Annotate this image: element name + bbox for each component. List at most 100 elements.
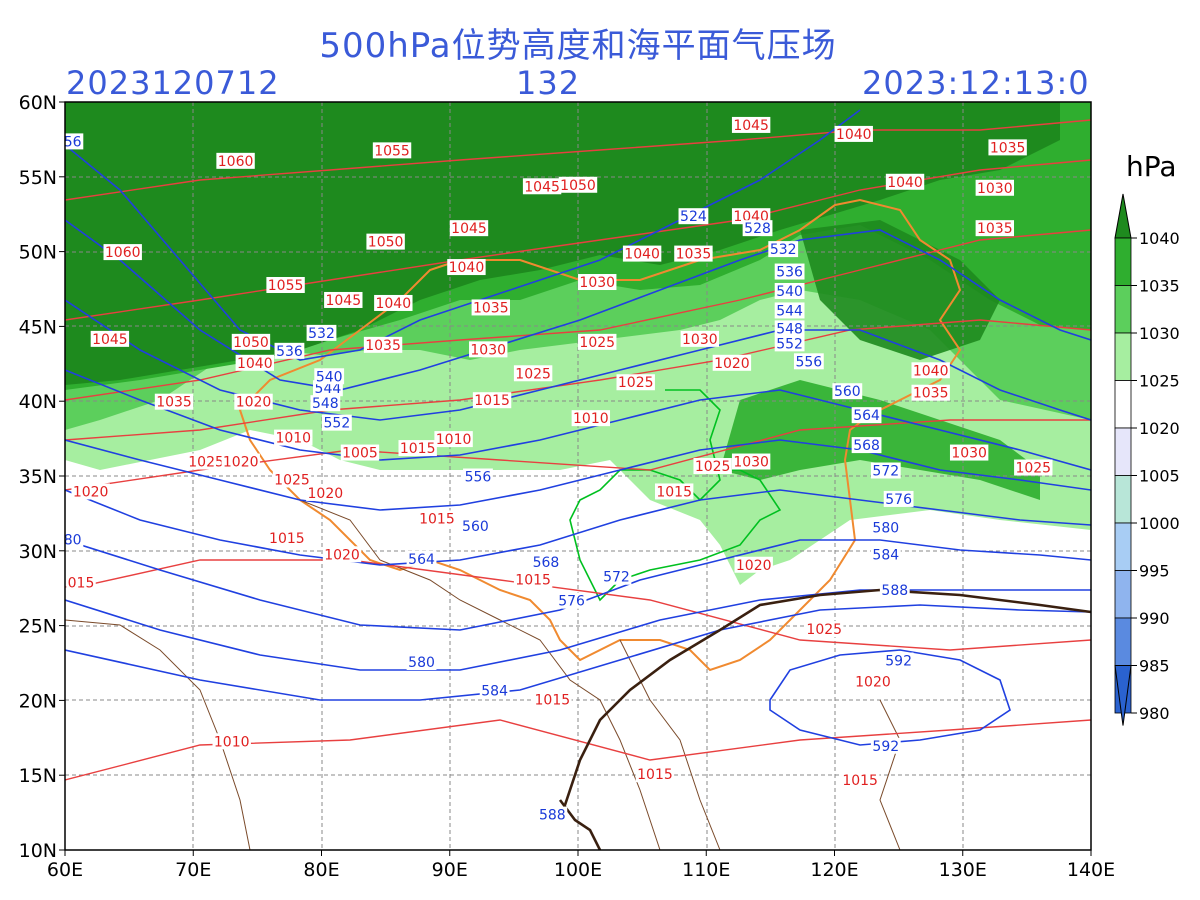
height-contour-label-bg [678,208,709,225]
colorbar-level-label: 985 [1139,657,1170,676]
x-tick-label: 140E [1067,859,1115,881]
slp-contour-label: 1035 [676,247,712,263]
height-contour-label: 532 [308,326,335,342]
height-contour-label-bg [851,437,882,454]
slp-contour-label-bg [274,429,313,446]
slp-contour-label-bg [306,484,345,501]
slp-contour-label-bg [366,233,405,250]
y-tick-label: 45N [19,316,57,338]
x-tick-label: 90E [432,859,468,881]
slp-contour-label: 1005 [342,446,378,462]
slp-contour-label: 1060 [218,154,254,170]
slp-contour-label-bg [216,152,255,169]
slp-contour-label: 1015 [842,773,878,789]
height-contour-label: 552 [324,416,351,432]
slp-contour-label-bg [622,245,662,262]
slp-contour-label: 1035 [977,221,1013,237]
slp-contour-label: 1015 [269,531,305,547]
colorbar-level-label: 1000 [1139,514,1180,533]
slp-contour-label: 1040 [375,296,411,312]
slp-contour-label-bg [231,333,271,350]
slp-contour-label: 1025 [579,335,615,351]
height-contour-label: 580 [872,520,899,536]
slp-contour-label-bg [398,440,437,457]
height-contour-label: 544 [776,303,803,319]
height-contour-label-bg [406,654,437,670]
x-tick-label: 80E [303,859,339,881]
x-tick-label: 110E [682,859,730,881]
slp-contour-label-bg [1014,459,1053,476]
height-contour-label: 584 [481,683,508,699]
slp-contour-label: 1035 [990,140,1026,156]
height-contour-label-bg [537,806,568,823]
height-contour-label: 80 [64,532,82,548]
height-contour-label-bg [556,592,587,609]
height-contour-label-bg [460,517,491,534]
slp-contour-label: 1030 [682,332,718,348]
height-contour-label-bg [306,324,337,341]
height-contour-label-bg [768,241,799,258]
height-contour-label-bg [310,395,341,412]
slp-contour-label-bg [975,179,1015,196]
slp-contour-label-bg [949,444,989,461]
slp-contour-label-bg [805,621,844,638]
slp-contour-label-bg [731,453,771,470]
slp-contour-label-bg [235,354,275,371]
slp-contour-label: 1040 [913,363,949,379]
height-contour-label-bg [65,531,84,548]
slp-contour-label: 1030 [579,275,615,291]
colorbar-swatch [1114,522,1132,571]
height-contour-label-bg [479,682,510,699]
height-contour-label-bg [774,302,805,319]
y-tick-label: 25N [19,616,57,638]
slp-contour-label: 1045 [451,221,487,237]
slp-contour-label-bg [272,471,312,488]
height-contour-label: 544 [315,381,342,397]
slp-contour-label: 1020 [73,484,109,500]
height-contour-label-bg [883,652,914,669]
slp-contour-label: 1035 [913,386,949,402]
slp-contour-label: 1015 [59,576,95,592]
colorbar-level-label: 1025 [1139,372,1180,391]
slp-contour-label: 1045 [325,293,361,309]
colorbar-top-arrow [1114,193,1132,239]
y-tick-label: 20N [19,690,57,712]
pressure-shade-1035 [65,102,1060,385]
slp-contour-label: 1045 [524,179,560,195]
slp-contour-label: 1030 [977,181,1013,197]
height-contour-label-bg [832,383,863,400]
slp-contour-label-bg [71,483,110,500]
colorbar-level-label: 995 [1139,562,1170,581]
colorbar-swatch [1114,237,1132,286]
slp-contour-label: 1020 [308,486,344,502]
height-contour-label: 536 [776,265,803,281]
height-contour-label-bg [879,582,910,599]
height-contour-label-bg [870,462,901,479]
slp-contour-label-bg [616,374,655,391]
slp-contour-label: 1025 [515,366,551,382]
height-contour-label: 528 [744,221,771,237]
y-tick-label: 30N [19,541,57,563]
slp-contour-label: 1015 [637,767,673,783]
height-contour-label: 588 [539,808,566,824]
height-contour-label: 576 [558,594,585,610]
x-tick-label: 60E [47,859,83,881]
slp-contour-label-bg [372,142,412,159]
slp-contour-label-bg [267,529,307,546]
height-contour-label-bg [870,737,901,754]
colorbar-level-label: 1040 [1139,229,1180,248]
slp-contour-label-bg [674,245,713,262]
slp-contour-label: 1020 [236,395,272,411]
slp-contour-label-bg [571,410,611,427]
slp-contour-label: 1040 [624,247,660,263]
y-tick-label: 10N [19,840,57,862]
slp-contour-label-bg [911,362,950,379]
height-contour-label: 536 [276,344,303,360]
height-contour-label: 584 [872,547,899,563]
height-contour-label-bg [870,546,901,563]
init-time-label: 2023120712 [66,64,280,102]
height-contour-label-bg [601,568,632,585]
height-contour-label: 588 [881,583,908,599]
slp-contour-label: 1015 [419,511,455,527]
